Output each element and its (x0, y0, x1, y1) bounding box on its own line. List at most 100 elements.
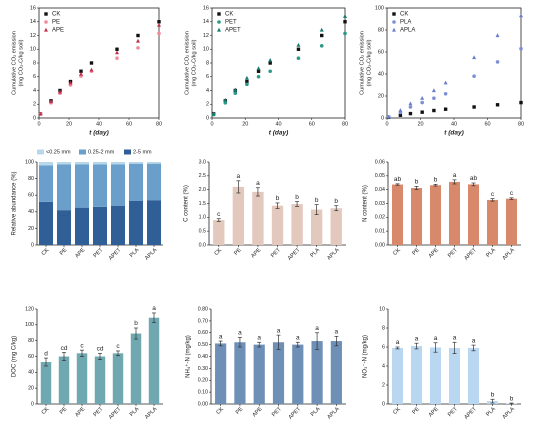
y-tick-label: 16 (30, 5, 36, 11)
significance-letter: a (152, 305, 156, 312)
x-tick-label: PLA (129, 406, 141, 418)
legend-label: APE (52, 28, 64, 34)
bar-segment-PLA (128, 162, 144, 164)
x-tick-label: APLA (326, 406, 341, 421)
y-tick-label: 0.06 (375, 159, 385, 165)
data-point-APLA (472, 55, 477, 60)
x-tick-label: CK (214, 247, 224, 257)
data-point-PLA (443, 92, 448, 96)
legend-label: PET (225, 20, 237, 26)
bar-segment-APE (74, 207, 90, 245)
x-tick-label: 80 (156, 121, 162, 127)
y-axis-label: NO₃⁻-N (mg/kg) (363, 335, 369, 378)
legend-marker-PLA (392, 20, 396, 24)
bar-APLA (330, 341, 342, 404)
y-tick-label: 0.30 (198, 366, 208, 372)
bar-segment-PE (56, 164, 72, 211)
legend-label: CK (52, 12, 60, 18)
x-tick-label: APE (428, 406, 440, 418)
data-point-CK (157, 20, 161, 24)
y-tick-label: 0.02 (375, 215, 385, 221)
data-point-PET (296, 56, 301, 60)
bar-PLA (130, 333, 142, 404)
chart-panel-c2: 0.00 0.10 0.20 0.30 0.40 0.50 0.60 0.70 0.80 a CK a… (185, 306, 346, 421)
x-tick-label: 80 (342, 121, 348, 127)
bar-APE (76, 353, 88, 404)
bar-CK (213, 220, 225, 245)
significance-letter: a (257, 334, 261, 341)
y-axis-label: Cumulative CO₂ emission (359, 31, 365, 95)
x-tick-label: APLA (144, 406, 159, 421)
chart-panel-a3: 0 20 40 60 80 0 20 40 60 80 100 t (day) Cumulative C… (359, 5, 524, 136)
bar-PET (271, 205, 284, 245)
x-tick-label: 20 (242, 121, 248, 127)
bar-segment-CK (38, 162, 54, 166)
bar-segment-APET (110, 162, 126, 165)
bar-APET (291, 204, 303, 245)
x-tick-label: PE (235, 406, 245, 416)
significance-letter: c (510, 190, 514, 197)
y-tick-label: 12 (30, 33, 36, 39)
y-tick-label: 0 (33, 115, 36, 121)
bar-PET (448, 181, 461, 245)
bar-APE (252, 191, 264, 245)
significance-letter: b (315, 197, 319, 204)
y-tick-label: 80 (28, 176, 34, 182)
y-tick-label: 0.00 (198, 401, 208, 407)
data-point-CK (443, 107, 448, 111)
y-tick-label: 0.70 (198, 318, 208, 324)
bar-segment-APET (110, 164, 126, 206)
x-tick-label: PLA (129, 247, 141, 259)
significance-letter: b (510, 395, 514, 402)
legend-marker-PE (44, 20, 48, 24)
x-tick-label: APE (74, 247, 86, 259)
data-point-PET (223, 101, 228, 105)
bar-APET (467, 184, 480, 245)
bar-segment-PE (56, 162, 72, 165)
x-tick-label: CK (215, 406, 225, 416)
y-tick-label: 20 (28, 226, 34, 232)
significance-letter: b (434, 177, 438, 184)
data-point-APET (296, 42, 301, 47)
significance-letter: a (415, 335, 419, 342)
bar-segment-APET (110, 205, 126, 245)
significance-letter: d (44, 350, 48, 357)
x-tick-label: PE (233, 247, 243, 257)
data-point-APE (115, 50, 119, 55)
data-point-APET (233, 87, 238, 92)
x-axis-label: t (day) (444, 130, 464, 137)
y-axis-label: N content (%) (363, 185, 369, 222)
bar-PE (410, 188, 423, 245)
data-point-APET (223, 97, 228, 102)
bar-CK (391, 184, 404, 245)
data-point-PET (268, 69, 272, 74)
y-tick-label: 6 (33, 74, 36, 80)
data-point-CK (89, 61, 94, 65)
legend-label: PLA (400, 20, 411, 26)
y-tick-label: 10 (203, 47, 209, 53)
x-tick-label: 20 (66, 121, 72, 127)
y-tick-label: 0.00 (375, 242, 385, 248)
significance-letter: a (434, 335, 438, 342)
y-tick-label: 8 (33, 60, 36, 66)
data-point-PET (245, 82, 249, 87)
y-tick-label: 1.0 (199, 215, 206, 221)
y-tick-label: 40 (28, 209, 34, 215)
x-tick-label: 60 (484, 121, 490, 127)
y-tick-label: 0.05 (375, 173, 385, 179)
y-tick-label: 40 (28, 370, 34, 376)
y-tick-label: 60 (378, 49, 384, 55)
chart-panel-b3: 0.00 0.01 0.02 0.03 0.04 0.05 0.06 ab CK b PE b APE a… (363, 159, 521, 262)
significance-letter: c (217, 211, 221, 218)
x-axis-label: t (day) (269, 130, 289, 137)
x-tick-label: APET (108, 406, 123, 421)
bar-PE (234, 342, 246, 404)
data-point-CK (408, 111, 413, 116)
data-point-PLA (408, 105, 413, 109)
x-tick-label: APE (74, 406, 86, 418)
data-point-APLA (519, 13, 523, 18)
data-point-CK (268, 61, 272, 65)
y-tick-label: 0.0 (199, 242, 206, 248)
x-tick-label: 20 (417, 121, 423, 127)
x-tick-label: APE (250, 247, 262, 259)
